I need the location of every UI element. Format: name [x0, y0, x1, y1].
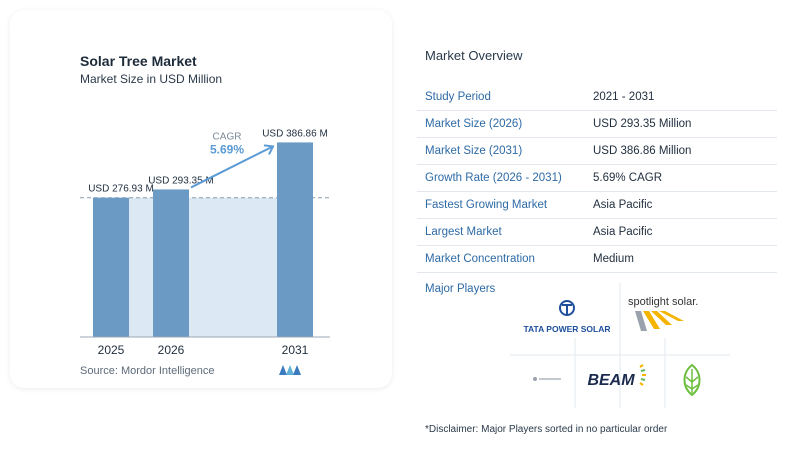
x-tick-label: 2031 [282, 343, 309, 357]
cagr-label: CAGR [213, 131, 242, 142]
overview-value: Asia Pacific [593, 226, 653, 238]
overview-value: Medium [593, 253, 634, 265]
overview-title: Market Overview [425, 48, 523, 63]
overview-label: Fastest Growing Market [425, 199, 548, 211]
overview-label: Market Concentration [425, 253, 535, 265]
cagr-value: 5.69% [210, 142, 244, 156]
overview-row: Study Period 2021 - 2031 [417, 84, 777, 111]
overview-row: Market Size (2031) USD 386.86 Million [417, 138, 777, 165]
bar-chart: USD 276.93 M 2025 USD 293.35 M 2026 USD 386.… [80, 128, 330, 357]
overview-label: Market Size (2031) [425, 145, 523, 157]
overview-value: 5.69% CAGR [593, 172, 663, 184]
chart-title: Solar Tree Market [80, 53, 197, 69]
spotlight-solar-text: spotlight solar. [628, 296, 698, 308]
small-grey-logo [533, 377, 561, 381]
overview-label: Growth Rate (2026 - 2031) [425, 172, 562, 184]
overview-row: Market Size (2026) USD 293.35 Million [417, 111, 777, 138]
bar-value-label: USD 293.35 M [148, 175, 214, 186]
players-logo-grid: TATA POWER SOLAR spotlight solar. BEAM [510, 283, 730, 408]
overview-value: USD 293.35 Million [593, 118, 692, 130]
spotlight-solar-logo: spotlight solar. [628, 296, 698, 331]
source-text: Source: Mordor Intelligence [80, 365, 215, 377]
overview-value: 2021 - 2031 [593, 91, 655, 103]
overview-label: Study Period [425, 91, 491, 103]
overview-row: Fastest Growing Market Asia Pacific [417, 192, 777, 219]
bar-2026 [153, 189, 189, 337]
beam-logo: BEAM [587, 364, 646, 389]
bar-2025 [93, 197, 129, 337]
disclaimer-text: *Disclaimer: Major Players sorted in no … [425, 424, 668, 435]
x-tick-label: 2025 [98, 343, 125, 357]
chart-subtitle: Market Size in USD Million [80, 72, 223, 86]
bar-value-label: USD 276.93 M [88, 184, 154, 195]
bar-value-label: USD 386.86 M [262, 128, 328, 139]
beam-text: BEAM [587, 372, 635, 389]
overview-label: Market Size (2026) [425, 118, 523, 130]
overview-table: Study Period 2021 - 2031 Market Size (202… [417, 84, 777, 273]
overview-value: Asia Pacific [593, 199, 653, 211]
overview-value: USD 386.86 Million [593, 145, 692, 157]
overview-row: Largest Market Asia Pacific [417, 219, 777, 246]
tata-power-solar-text: TATA POWER SOLAR [523, 324, 610, 334]
mordor-intelligence-logo [279, 365, 301, 375]
players-title: Major Players [425, 283, 496, 295]
overview-row: Market Concentration Medium [417, 246, 777, 273]
bar-2031 [277, 142, 313, 337]
cagr-annotation: CAGR 5.69% [190, 131, 275, 189]
tata-power-solar-logo: TATA POWER SOLAR [523, 300, 611, 334]
overview-label: Largest Market [425, 226, 502, 238]
green-leaf-logo [683, 363, 701, 397]
cagr-arrow-icon [190, 144, 275, 189]
overview-row: Growth Rate (2026 - 2031) 5.69% CAGR [417, 165, 777, 192]
x-tick-label: 2026 [158, 343, 185, 357]
